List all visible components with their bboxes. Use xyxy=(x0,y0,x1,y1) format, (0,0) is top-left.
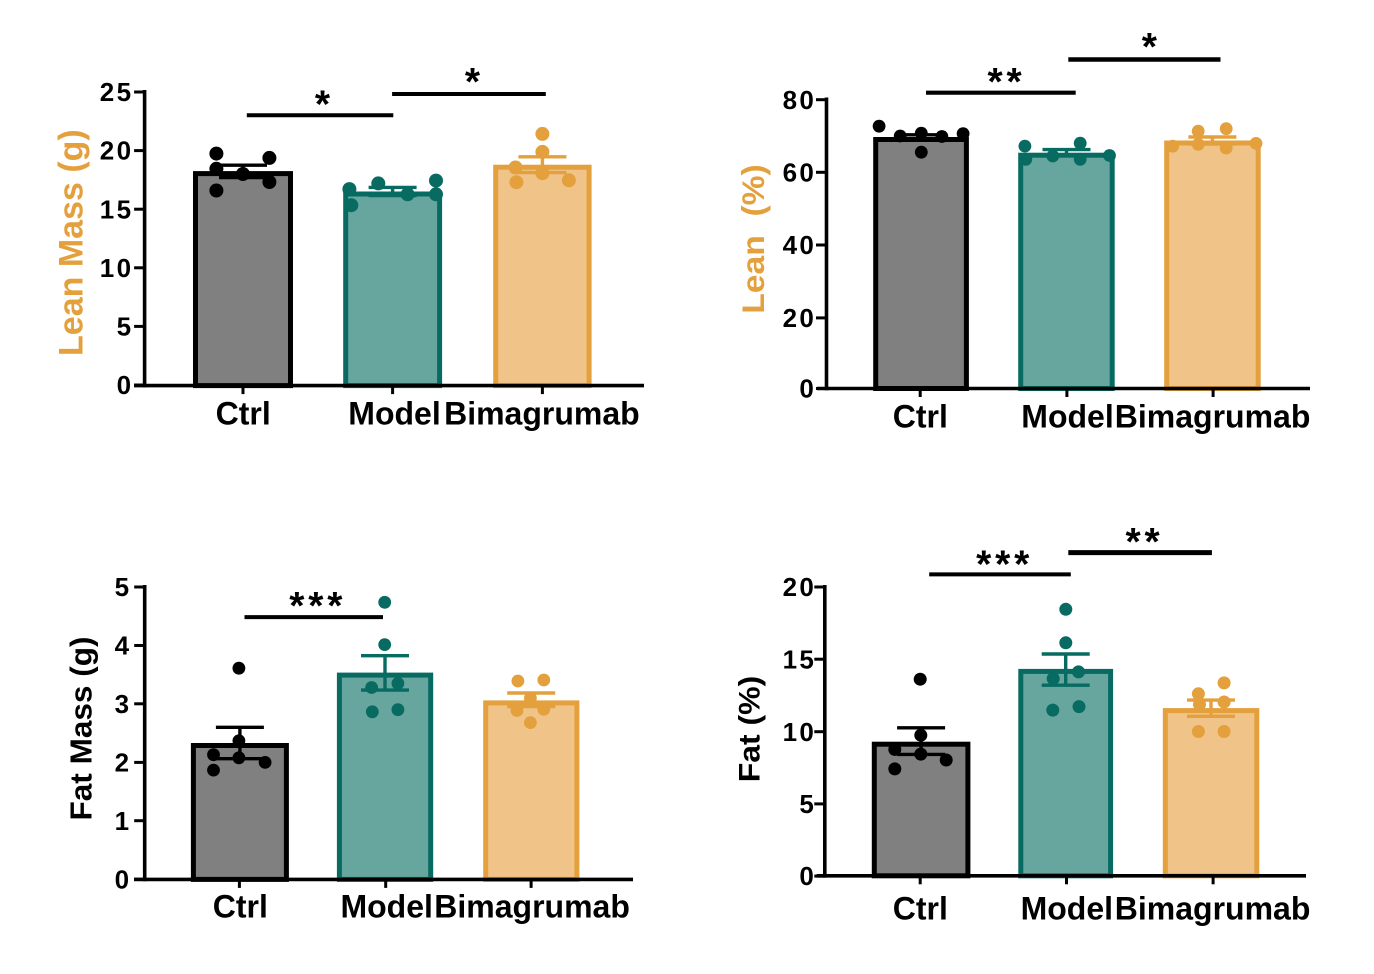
svg-text:*: * xyxy=(995,544,1011,587)
svg-text:Bimagrumab: Bimagrumab xyxy=(444,396,640,432)
svg-text:5: 5 xyxy=(799,789,816,819)
svg-text:Lean Mass (g): Lean Mass (g) xyxy=(53,129,91,356)
svg-text:Fat Mass (g): Fat Mass (g) xyxy=(65,637,99,821)
svg-text:Ctrl: Ctrl xyxy=(893,399,948,435)
svg-text:15: 15 xyxy=(783,644,817,674)
svg-text:Model: Model xyxy=(348,396,440,432)
svg-text:5: 5 xyxy=(115,572,132,602)
svg-text:40: 40 xyxy=(783,230,817,260)
svg-text:2: 2 xyxy=(115,748,132,778)
svg-text:20: 20 xyxy=(783,303,817,333)
svg-text:3: 3 xyxy=(115,689,132,719)
svg-text:25: 25 xyxy=(100,77,134,107)
svg-text:60: 60 xyxy=(783,157,817,187)
svg-text:Fat (%): Fat (%) xyxy=(734,676,767,783)
svg-text:Bimagrumab: Bimagrumab xyxy=(1115,399,1311,435)
svg-text:5: 5 xyxy=(117,312,134,342)
svg-text:1: 1 xyxy=(115,806,132,836)
svg-text:0: 0 xyxy=(799,374,816,404)
svg-text:4: 4 xyxy=(115,631,132,661)
svg-text:0: 0 xyxy=(117,370,134,400)
svg-text:*: * xyxy=(976,544,992,587)
svg-text:*: * xyxy=(1126,521,1142,564)
svg-text:Bimagrumab: Bimagrumab xyxy=(1115,891,1311,927)
svg-text:*: * xyxy=(1014,544,1030,587)
svg-text:*: * xyxy=(1145,521,1161,564)
svg-text:20: 20 xyxy=(100,136,134,166)
svg-text:80: 80 xyxy=(783,85,817,115)
svg-text:*: * xyxy=(465,61,481,104)
svg-text:10: 10 xyxy=(783,717,817,747)
svg-text:*: * xyxy=(308,585,324,628)
svg-text:*: * xyxy=(1007,61,1023,104)
svg-text:Lean (%): Lean (%) xyxy=(735,164,771,314)
svg-text:Bimagrumab: Bimagrumab xyxy=(434,889,630,925)
svg-text:*: * xyxy=(327,585,343,628)
svg-text:15: 15 xyxy=(100,194,134,224)
svg-text:Ctrl: Ctrl xyxy=(893,891,948,927)
svg-text:*: * xyxy=(988,61,1004,104)
svg-text:*: * xyxy=(315,83,331,126)
svg-text:*: * xyxy=(1142,26,1158,69)
svg-text:20: 20 xyxy=(783,572,817,602)
svg-text:0: 0 xyxy=(799,861,816,891)
svg-text:Ctrl: Ctrl xyxy=(216,396,271,432)
svg-text:Model: Model xyxy=(1021,891,1113,927)
svg-text:10: 10 xyxy=(100,253,134,283)
svg-text:Model: Model xyxy=(340,889,432,925)
svg-text:Model: Model xyxy=(1021,399,1113,435)
svg-text:0: 0 xyxy=(115,864,132,894)
svg-text:Ctrl: Ctrl xyxy=(213,889,268,925)
svg-text:*: * xyxy=(289,585,305,628)
